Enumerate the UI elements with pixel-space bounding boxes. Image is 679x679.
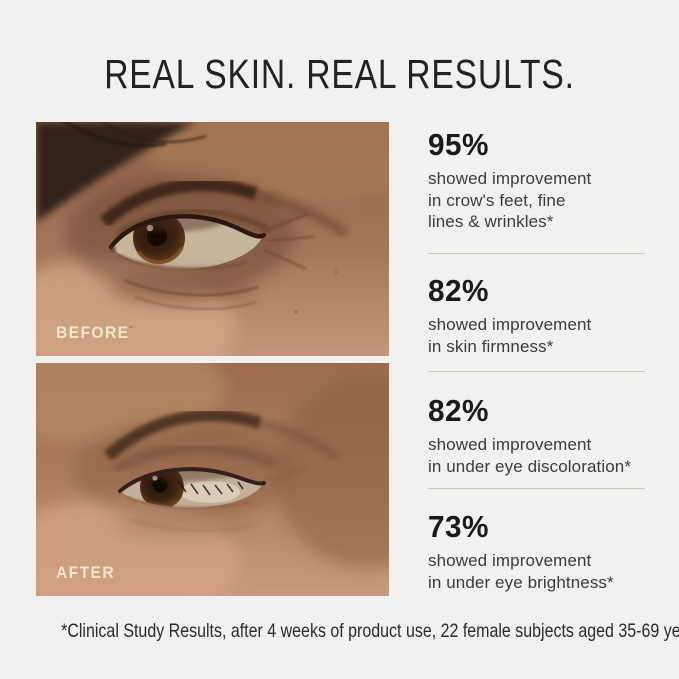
before-under-eye-shadow: [109, 271, 253, 305]
stat-discoloration-value: 82%: [428, 393, 490, 428]
divider: [428, 488, 645, 489]
after-eyebrow: [104, 409, 262, 461]
after-lash-line: [118, 467, 266, 493]
clinical-study-footnote: *Clinical Study Results, after 4 weeks o…: [61, 620, 679, 642]
stat-brightness: 73% showed improvement in under eye brig…: [428, 510, 663, 593]
after-pupil: [152, 477, 168, 493]
before-hair: [36, 122, 207, 222]
after-under-eye: [115, 511, 247, 541]
before-under-eye-wrinkles: [123, 278, 259, 311]
stat-crows-feet-value: 95%: [428, 127, 490, 162]
before-eyebrow: [99, 178, 259, 227]
stat-firmness-value: 82%: [428, 273, 490, 308]
before-lash-line: [108, 214, 267, 250]
stat-crows-feet-description: showed improvement in crow's feet, fine …: [428, 169, 592, 231]
page-title: REAL SKIN. REAL RESULTS.: [104, 51, 575, 97]
divider: [428, 371, 645, 372]
after-lashes: [178, 481, 244, 496]
stat-discoloration: 82% showed improvement in under eye disc…: [428, 394, 663, 477]
after-photo: AFTER: [36, 363, 389, 596]
stat-firmness: 82% showed improvement in skin firmness*: [428, 274, 663, 357]
stat-brightness-description: showed improvement in under eye brightne…: [428, 551, 614, 592]
after-label: AFTER: [56, 563, 116, 582]
stat-firmness-description: showed improvement in skin firmness*: [428, 315, 592, 356]
before-photo: BEFORE: [36, 122, 389, 356]
before-crows-feet: [263, 205, 315, 270]
before-label: BEFORE: [56, 323, 130, 342]
after-lid-fold: [112, 443, 277, 473]
before-eye-illustration: [36, 122, 389, 356]
stat-crows-feet: 95% showed improvement in crow's feet, f…: [428, 128, 663, 233]
divider: [428, 253, 645, 254]
stat-brightness-value: 73%: [428, 509, 490, 544]
after-eye-illustration: [36, 363, 389, 596]
stat-discoloration-description: showed improvement in under eye discolor…: [428, 435, 632, 476]
